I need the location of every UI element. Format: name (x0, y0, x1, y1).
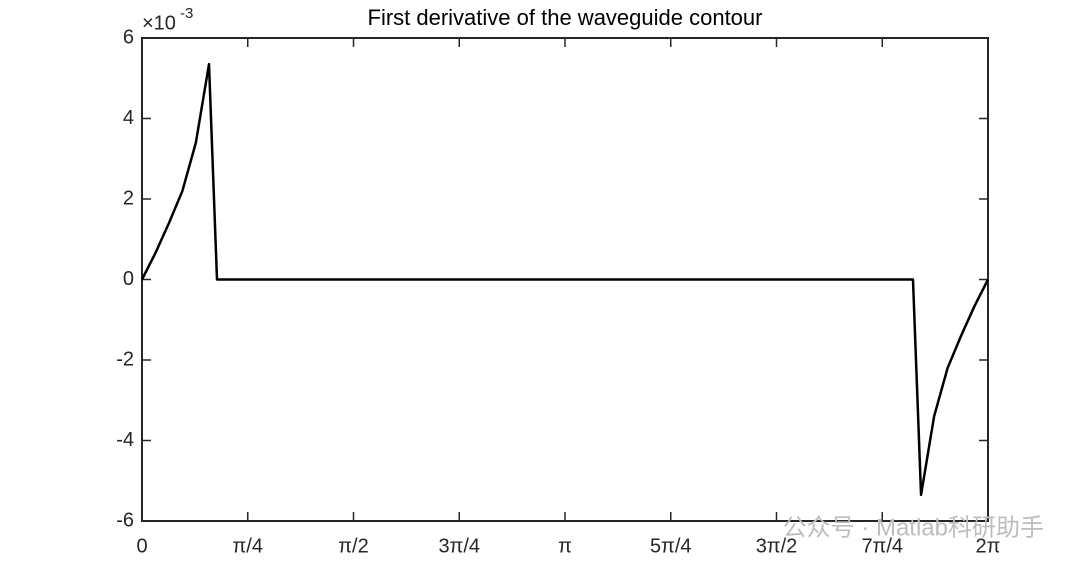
watermark: 公众号 · Matlab科研助手 (783, 514, 1044, 541)
x-tick-label: π/4 (233, 535, 263, 557)
x-tick-label: π (558, 535, 572, 557)
x-tick-label: 3π/2 (756, 535, 798, 557)
y-tick-label: 2 (123, 187, 134, 209)
x-tick-label: 2π (976, 535, 1001, 557)
y-tick-label: -4 (116, 429, 134, 451)
x-tick-label: 0 (136, 535, 147, 557)
data-line (140, 62, 990, 497)
y-tick-label: 0 (123, 268, 134, 290)
y-tick-label: 6 (123, 26, 134, 48)
y-tick-label: -6 (116, 509, 134, 531)
y-multiplier-base: ×10 (142, 12, 176, 34)
chart-title: First derivative of the waveguide contou… (368, 5, 763, 30)
x-tick-label: 7π/4 (861, 535, 903, 557)
y-multiplier-exponent: -3 (180, 5, 193, 22)
x-tick-label: π/2 (338, 535, 368, 557)
x-tick-label: 3π/4 (438, 535, 480, 557)
y-tick-label: 4 (123, 107, 134, 129)
y-tick-label: -2 (116, 348, 134, 370)
x-tick-label: 5π/4 (650, 535, 692, 557)
